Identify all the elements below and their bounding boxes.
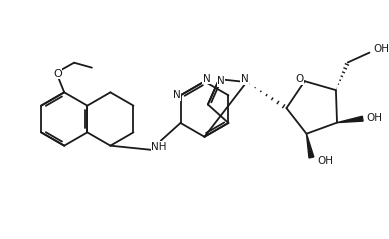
Text: N: N: [241, 74, 249, 84]
Text: OH: OH: [366, 113, 382, 123]
Polygon shape: [337, 116, 363, 123]
Polygon shape: [307, 134, 314, 158]
Text: N: N: [217, 76, 225, 86]
Text: N: N: [173, 90, 180, 100]
Text: NH: NH: [151, 142, 166, 152]
Text: OH: OH: [317, 156, 333, 166]
Text: N: N: [203, 74, 210, 83]
Text: O: O: [296, 74, 304, 84]
Text: O: O: [53, 69, 62, 79]
Text: OH: OH: [373, 44, 389, 54]
